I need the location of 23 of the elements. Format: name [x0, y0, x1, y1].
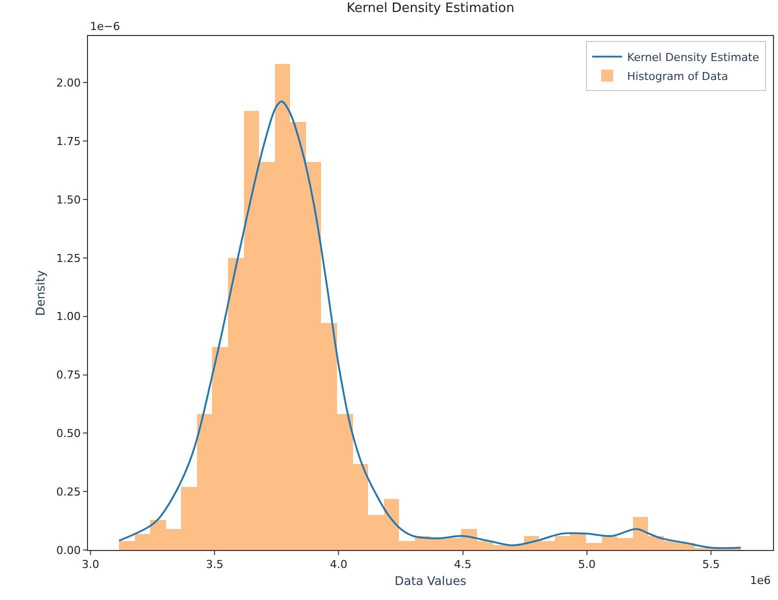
text: 1e6: [750, 574, 771, 587]
y-tick-label: 0.25: [56, 485, 81, 498]
legend-label: Kernel Density Estimate: [627, 50, 760, 64]
y-tick-label: 1.50: [56, 193, 81, 206]
y-tick-label: 0.75: [56, 368, 81, 382]
text: 1e−6: [90, 20, 120, 33]
y-tick-label: 1.25: [56, 252, 81, 265]
x-tick-label: 3.0: [82, 558, 100, 572]
x-tick-label: 4.5: [454, 558, 472, 572]
x-tick-label: 3.5: [206, 558, 224, 572]
legend-label: Histogram of Data: [627, 70, 728, 83]
x-axis-title: Data Values: [394, 574, 466, 588]
line-series: [118, 100, 742, 549]
chart-title: Kernel Density Estimation: [346, 1, 514, 16]
y-axis-title: Density: [34, 270, 48, 316]
y-tick-label: 1.00: [56, 310, 81, 324]
y-tick-label: 0.00: [56, 544, 81, 557]
y-tick-label: 0.50: [56, 427, 81, 440]
y-tick-label: 2.00: [56, 76, 81, 90]
x-tick-label: 5.0: [578, 558, 596, 572]
x-tick-label: 4.0: [330, 558, 348, 572]
y-tick-label: 1.75: [56, 134, 81, 148]
x-tick-label: 5.5: [702, 558, 720, 572]
